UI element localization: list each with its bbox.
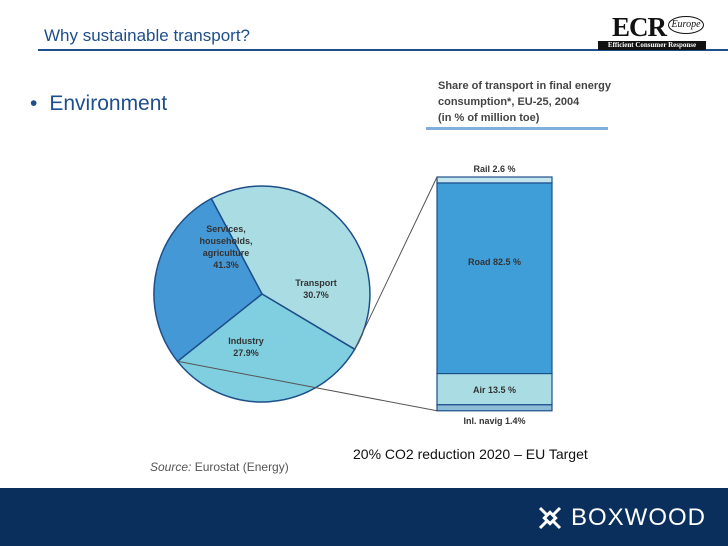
bar-segment-air — [436, 373, 553, 406]
pie-label-services: Services, households, agriculture 41.3% — [199, 224, 252, 270]
connector-line-bottom — [177, 360, 438, 412]
pie-label-industry: Industry 27.9% — [228, 336, 264, 358]
ecr-logo: ECR Europe Efficient Consumer Response — [598, 12, 706, 50]
connector-line-top — [354, 176, 438, 350]
bar-segment-inl-navig — [436, 404, 553, 412]
chart-title-line-2: consumption*, EU-25, 2004 — [438, 96, 580, 108]
bar-label-rail: Rail 2.6 % — [473, 164, 515, 174]
slide-title: Why sustainable transport? — [44, 26, 250, 45]
boxwood-logo: BOXWOOD — [537, 504, 706, 532]
footer-brand: BOXWOOD — [570, 504, 706, 531]
chart-title: Share of transport in final energy consu… — [438, 78, 611, 126]
source-note: Source: Eurostat (Energy) — [150, 460, 289, 474]
bar-label-inl-navig: Inl. navig 1.4% — [463, 416, 525, 426]
chart-title-line-1: Share of transport in final energy — [438, 80, 611, 92]
target-text: 20% CO2 reduction 2020 – EU Target — [353, 446, 588, 462]
chart-title-line-3: (in % of million toe) — [438, 112, 540, 124]
bar-label-air: Air 13.5 % — [473, 385, 516, 395]
bullet-item: • Environment — [30, 92, 167, 116]
bar-segment-rail — [436, 176, 553, 184]
boxwood-mark-icon — [538, 506, 562, 530]
bullet-text: Environment — [49, 92, 168, 115]
logo-main-text: ECR — [612, 12, 667, 42]
source-value: Eurostat (Energy) — [191, 460, 289, 474]
pie-slice-services — [210, 185, 371, 351]
pie-slice-industry — [153, 197, 263, 363]
bullet-dot-icon: • — [30, 92, 38, 115]
bar-label-road: Road 82.5 % — [468, 257, 521, 267]
pie-slice-transport — [176, 293, 356, 403]
chart-title-underline — [426, 127, 608, 130]
logo-subtitle: Efficient Consumer Response — [598, 41, 706, 50]
footer-bar: BOXWOOD — [0, 488, 728, 546]
logo-europe-badge: Europe — [668, 16, 704, 34]
source-label: Source: — [150, 460, 192, 474]
energy-share-chart: Services, households, agriculture 41.3% Tran… — [153, 164, 553, 426]
title-divider — [38, 49, 728, 51]
bar-segment-road — [436, 182, 553, 375]
pie-label-transport: Transport 30.7% — [295, 278, 337, 300]
